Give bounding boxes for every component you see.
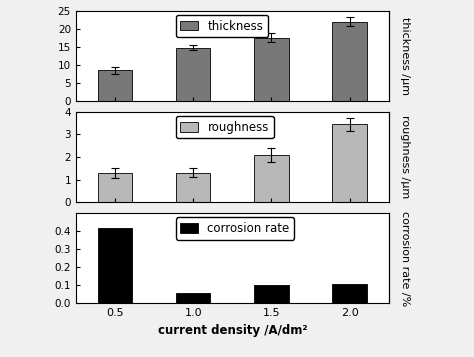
Y-axis label: corrosion rate /%: corrosion rate /% <box>400 211 410 306</box>
Bar <box>176 173 210 202</box>
Legend: roughness: roughness <box>175 116 273 139</box>
Y-axis label: thickness /μm: thickness /μm <box>400 17 410 95</box>
Bar <box>332 21 367 101</box>
Y-axis label: roughness /μm: roughness /μm <box>400 115 410 199</box>
Bar <box>332 124 367 202</box>
Bar <box>332 283 367 303</box>
Legend: corrosion rate: corrosion rate <box>175 217 294 240</box>
Legend: thickness: thickness <box>175 15 268 37</box>
Bar <box>254 155 289 202</box>
Bar <box>98 70 132 101</box>
Bar <box>254 285 289 303</box>
Bar <box>98 227 132 303</box>
Bar <box>176 293 210 303</box>
X-axis label: current density /A/dm²: current density /A/dm² <box>157 324 307 337</box>
Bar <box>176 47 210 101</box>
Bar <box>254 38 289 101</box>
Bar <box>98 173 132 202</box>
